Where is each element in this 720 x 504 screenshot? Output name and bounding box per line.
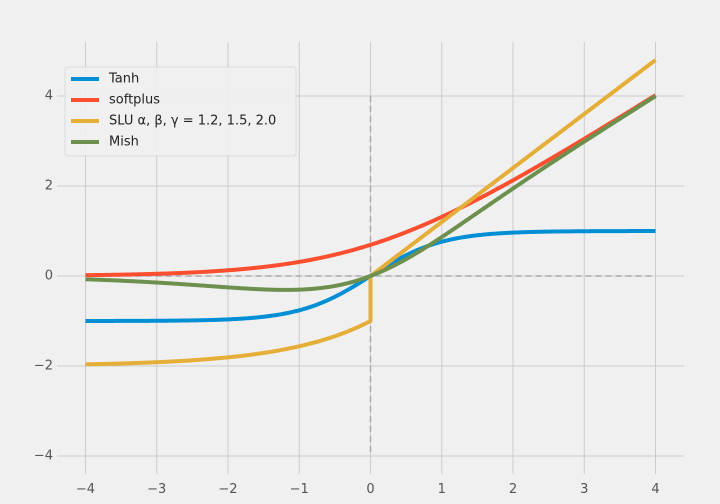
series-line-slu	[84, 58, 657, 367]
legend-box	[64, 66, 297, 157]
y-tick-label: 2	[45, 179, 53, 194]
x-tick-label: 0	[366, 482, 374, 497]
legend-label: SLU α, β, γ = 1.2, 1.5, 2.0	[109, 114, 276, 129]
legend-label: Mish	[109, 135, 139, 150]
series-line-mish	[84, 94, 657, 292]
y-tick-label: 0	[45, 269, 53, 284]
x-tick-label: −4	[76, 482, 95, 497]
legend: Tanh softplus SLU α, β, γ = 1.2, 1.5, 2.0 M…	[64, 66, 297, 157]
x-tick-label: −2	[218, 482, 237, 497]
y-tick-label: −2	[34, 359, 53, 374]
tick-labels: −4 −3 −2 −1 0 1 2 3 4 −4 −2 0 2 4	[34, 89, 660, 497]
series-line-softplus	[84, 93, 657, 278]
legend-label: Tanh	[108, 72, 139, 87]
x-tick-label: 3	[580, 482, 588, 497]
x-tick-label: 2	[509, 482, 517, 497]
y-tick-label: 4	[45, 89, 53, 104]
x-tick-label: 4	[651, 482, 659, 497]
x-tick-label: 1	[438, 482, 446, 497]
legend-label: softplus	[109, 93, 160, 108]
x-tick-label: −1	[290, 482, 309, 497]
series-lines	[84, 58, 657, 367]
y-tick-label: −4	[34, 449, 53, 464]
x-tick-label: −3	[147, 482, 166, 497]
